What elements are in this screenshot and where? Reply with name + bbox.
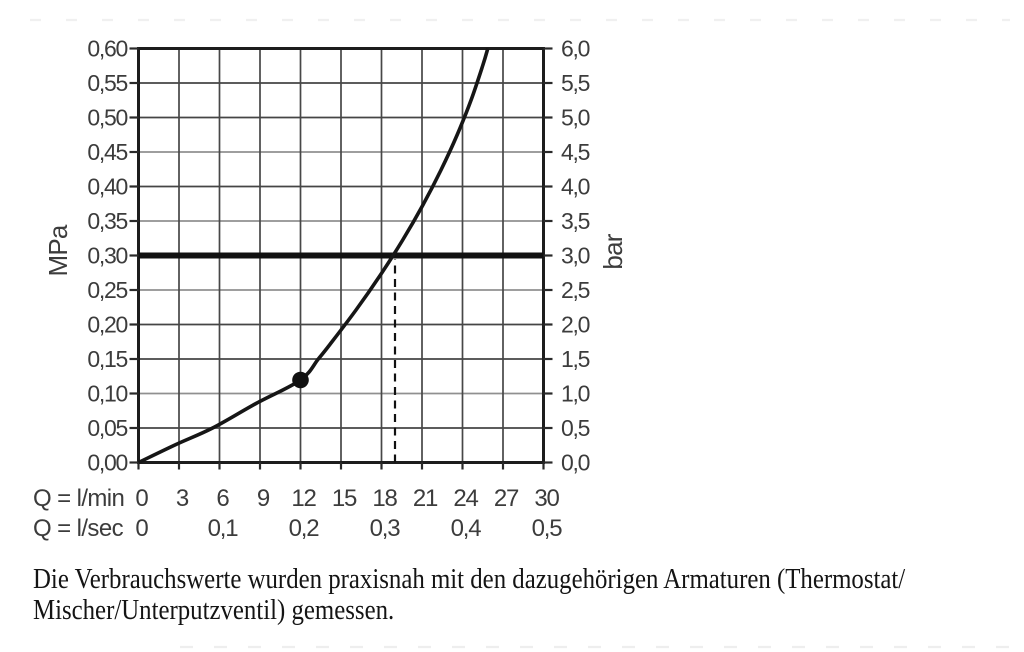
svg-text:5,0: 5,0 — [561, 105, 590, 131]
svg-text:0,5: 0,5 — [532, 515, 563, 542]
svg-text:0,55: 0,55 — [87, 70, 127, 96]
svg-text:0,45: 0,45 — [87, 139, 127, 165]
svg-text:27: 27 — [494, 485, 519, 512]
svg-text:3,5: 3,5 — [561, 208, 590, 234]
svg-text:0,15: 0,15 — [87, 346, 127, 372]
svg-text:0,3: 0,3 — [370, 515, 401, 542]
svg-text:0,2: 0,2 — [289, 515, 320, 542]
svg-text:1,5: 1,5 — [561, 346, 590, 372]
svg-text:12: 12 — [291, 485, 316, 512]
svg-text:3,0: 3,0 — [561, 243, 590, 269]
svg-text:2,0: 2,0 — [561, 312, 590, 338]
svg-text:24: 24 — [453, 485, 478, 512]
svg-text:9: 9 — [257, 485, 270, 512]
svg-text:6: 6 — [216, 485, 229, 512]
svg-text:3: 3 — [176, 485, 189, 512]
svg-text:Q = l/sec: Q = l/sec — [33, 515, 124, 542]
svg-text:0: 0 — [135, 515, 148, 542]
svg-text:MPa: MPa — [43, 224, 73, 276]
svg-text:5,5: 5,5 — [561, 70, 590, 96]
svg-text:0,30: 0,30 — [87, 243, 127, 269]
svg-text:1,0: 1,0 — [561, 381, 590, 407]
svg-text:4,0: 4,0 — [561, 174, 590, 200]
svg-text:30: 30 — [534, 485, 559, 512]
svg-text:0,05: 0,05 — [87, 415, 127, 441]
svg-text:0,00: 0,00 — [87, 450, 127, 476]
svg-text:Q = l/min: Q = l/min — [33, 485, 124, 512]
svg-text:0: 0 — [135, 485, 148, 512]
svg-text:6,0: 6,0 — [561, 36, 590, 62]
svg-text:0,35: 0,35 — [87, 208, 127, 234]
svg-text:0,60: 0,60 — [87, 36, 127, 62]
svg-text:0,25: 0,25 — [87, 277, 127, 303]
svg-text:0,10: 0,10 — [87, 381, 127, 407]
svg-text:0,20: 0,20 — [87, 312, 127, 338]
svg-text:21: 21 — [413, 485, 438, 512]
svg-text:0,0: 0,0 — [561, 450, 590, 476]
svg-text:0,50: 0,50 — [87, 105, 127, 131]
svg-text:18: 18 — [372, 485, 397, 512]
svg-text:4,5: 4,5 — [561, 139, 590, 165]
svg-text:15: 15 — [332, 485, 357, 512]
svg-text:0,1: 0,1 — [208, 515, 239, 542]
svg-text:0,5: 0,5 — [561, 415, 590, 441]
svg-text:0,40: 0,40 — [87, 174, 127, 200]
svg-text:0,4: 0,4 — [451, 515, 482, 542]
svg-text:bar: bar — [598, 233, 628, 269]
svg-text:2,5: 2,5 — [561, 277, 590, 303]
